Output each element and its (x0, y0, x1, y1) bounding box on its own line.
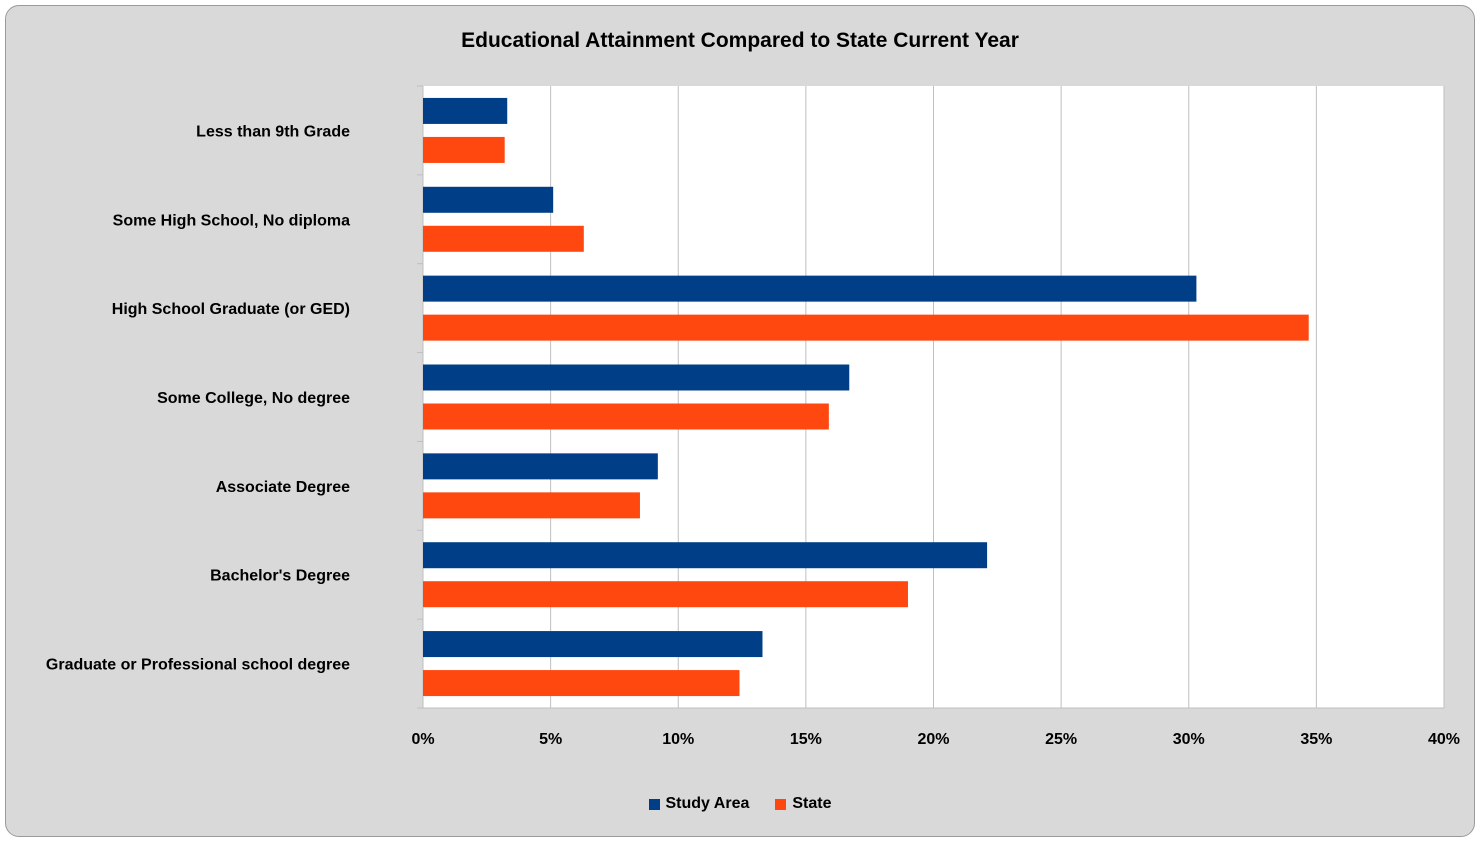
legend-label-state: State (792, 795, 832, 812)
x-tick-label: 40% (1428, 731, 1460, 748)
bar-state (423, 403, 829, 430)
bar-state (423, 581, 908, 608)
x-tick-label: 15% (790, 731, 822, 748)
x-tick-label: 20% (917, 731, 949, 748)
category-label: Graduate or Professional school degree (46, 657, 350, 674)
chart-title: Educational Attainment Compared to State… (461, 29, 1019, 52)
bar-state (423, 492, 640, 519)
legend-swatch-state (775, 798, 787, 810)
x-tick-label: 5% (539, 731, 562, 748)
bar-study-area (423, 186, 554, 213)
x-tick-label: 0% (411, 731, 434, 748)
bar-study-area (423, 631, 763, 658)
legend-swatch-study-area (648, 798, 660, 810)
bar-study-area (423, 453, 658, 480)
x-tick-label: 30% (1173, 731, 1205, 748)
x-tick-label: 10% (662, 731, 694, 748)
legend-item-study-area: Study Area (648, 795, 750, 813)
category-label: High School Graduate (or GED) (112, 301, 350, 318)
bar-state (423, 670, 740, 697)
bar-state (423, 136, 505, 163)
bar-study-area (423, 275, 1197, 302)
bar-study-area (423, 542, 988, 569)
legend: Study Area State (6, 795, 1474, 813)
legend-label-study-area: Study Area (665, 795, 750, 812)
category-label: Less than 9th Grade (196, 123, 350, 140)
bar-study-area (423, 97, 508, 124)
bar-state (423, 314, 1309, 341)
bar-state (423, 225, 584, 252)
category-label: Some College, No degree (157, 390, 350, 407)
category-label: Associate Degree (216, 479, 350, 496)
category-label: Bachelor's Degree (210, 568, 350, 585)
x-tick-label: 35% (1300, 731, 1332, 748)
legend-item-state: State (775, 795, 832, 813)
category-label: Some High School, No diploma (113, 212, 350, 229)
bar-study-area (423, 364, 850, 391)
x-tick-label: 25% (1045, 731, 1077, 748)
